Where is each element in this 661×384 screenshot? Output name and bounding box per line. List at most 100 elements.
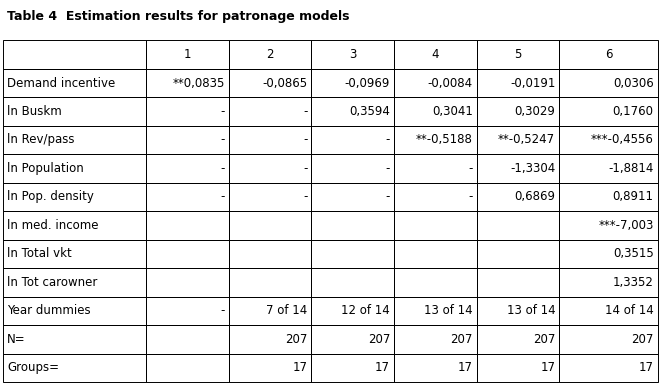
Text: 0,8911: 0,8911 [613, 190, 654, 204]
Bar [146, 40, 229, 69]
Text: 14 of 14: 14 of 14 [605, 305, 654, 318]
Bar [146, 297, 229, 325]
Text: 17: 17 [540, 361, 555, 374]
Bar [311, 297, 394, 325]
Bar [311, 183, 394, 211]
Bar [311, 268, 394, 297]
Bar [146, 240, 229, 268]
Text: -0,0865: -0,0865 [262, 76, 307, 89]
Bar [229, 183, 311, 211]
Text: -1,8814: -1,8814 [608, 162, 654, 175]
Bar [311, 126, 394, 154]
Text: 207: 207 [450, 333, 473, 346]
Bar [394, 97, 477, 126]
Bar [477, 325, 559, 354]
Bar [559, 40, 658, 69]
Bar [146, 69, 229, 97]
Text: **0,0835: **0,0835 [173, 76, 225, 89]
Bar [3, 211, 146, 240]
Bar [559, 325, 658, 354]
Bar [559, 268, 658, 297]
Text: Table 4  Estimation results for patronage models: Table 4 Estimation results for patronage… [7, 10, 349, 23]
Bar [229, 97, 311, 126]
Text: -: - [385, 190, 390, 204]
Bar [146, 183, 229, 211]
Bar [3, 240, 146, 268]
Bar [559, 97, 658, 126]
Text: 0,3515: 0,3515 [613, 247, 654, 260]
Text: 6: 6 [605, 48, 612, 61]
Bar [146, 154, 229, 183]
Bar [559, 240, 658, 268]
Text: -: - [303, 190, 307, 204]
Text: -: - [303, 162, 307, 175]
Text: 0,3594: 0,3594 [349, 105, 390, 118]
Bar [477, 126, 559, 154]
Text: 13 of 14: 13 of 14 [424, 305, 473, 318]
Bar [229, 297, 311, 325]
Bar [477, 297, 559, 325]
Bar [3, 354, 146, 382]
Bar [229, 154, 311, 183]
Bar [146, 268, 229, 297]
Bar [477, 97, 559, 126]
Text: 0,6869: 0,6869 [514, 190, 555, 204]
Bar [3, 183, 146, 211]
Bar [559, 354, 658, 382]
Bar [146, 354, 229, 382]
Text: Groups=: Groups= [7, 361, 59, 374]
Bar [3, 297, 146, 325]
Text: **-0,5247: **-0,5247 [498, 134, 555, 147]
Bar [559, 297, 658, 325]
Text: -: - [221, 134, 225, 147]
Text: -: - [221, 305, 225, 318]
Bar [3, 154, 146, 183]
Text: 0,1760: 0,1760 [613, 105, 654, 118]
Bar [311, 354, 394, 382]
Text: ln med. income: ln med. income [7, 219, 98, 232]
Bar [394, 211, 477, 240]
Bar [229, 126, 311, 154]
Text: -: - [221, 190, 225, 204]
Bar [394, 69, 477, 97]
Bar [394, 40, 477, 69]
Text: ln Total vkt: ln Total vkt [7, 247, 72, 260]
Text: -: - [221, 105, 225, 118]
Text: 1: 1 [184, 48, 191, 61]
Bar [3, 97, 146, 126]
Bar [3, 268, 146, 297]
Text: 207: 207 [368, 333, 390, 346]
Text: 2: 2 [266, 48, 274, 61]
Text: -: - [303, 105, 307, 118]
Bar [311, 325, 394, 354]
Bar [559, 183, 658, 211]
Bar [146, 97, 229, 126]
Text: -: - [468, 190, 473, 204]
Text: 3: 3 [349, 48, 356, 61]
Bar [394, 154, 477, 183]
Text: 7 of 14: 7 of 14 [266, 305, 307, 318]
Text: 17: 17 [375, 361, 390, 374]
Bar [559, 154, 658, 183]
Text: 17: 17 [292, 361, 307, 374]
Text: Demand incentive: Demand incentive [7, 76, 116, 89]
Text: N=: N= [7, 333, 26, 346]
Bar [229, 40, 311, 69]
Text: 1,3352: 1,3352 [613, 276, 654, 289]
Bar [146, 211, 229, 240]
Text: 0,3041: 0,3041 [432, 105, 473, 118]
Text: -1,3304: -1,3304 [510, 162, 555, 175]
Bar [477, 183, 559, 211]
Text: 207: 207 [285, 333, 307, 346]
Text: ln Pop. density: ln Pop. density [7, 190, 94, 204]
Bar [477, 40, 559, 69]
Bar [229, 240, 311, 268]
Bar [146, 126, 229, 154]
Text: 207: 207 [631, 333, 654, 346]
Text: Year dummies: Year dummies [7, 305, 91, 318]
Text: 17: 17 [457, 361, 473, 374]
Bar [311, 40, 394, 69]
Text: -0,0969: -0,0969 [344, 76, 390, 89]
Bar [559, 126, 658, 154]
Bar [3, 69, 146, 97]
